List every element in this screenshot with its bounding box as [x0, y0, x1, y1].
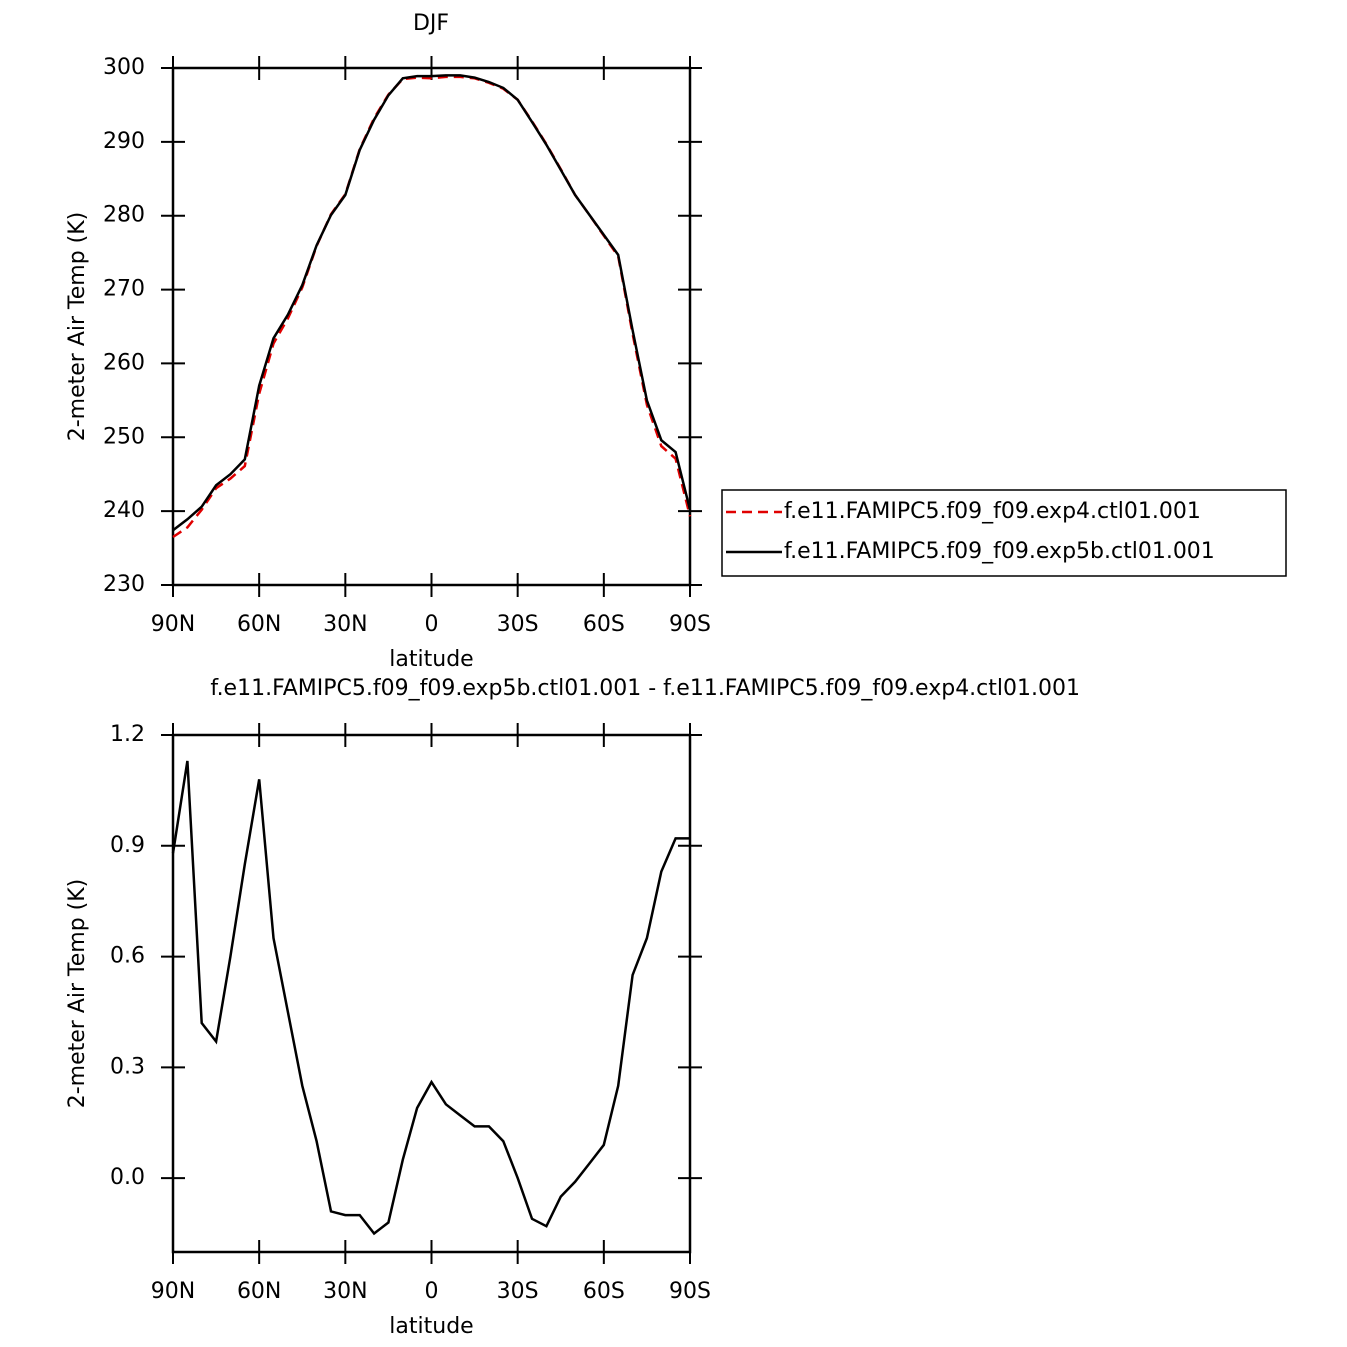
y-tick-label: 0.9: [110, 833, 145, 858]
x-axis-label: latitude: [389, 1314, 473, 1339]
y-axis-label: 2-meter Air Temp (K): [65, 212, 90, 442]
x-tick-label: 90S: [669, 612, 711, 637]
y-tick-label: 1.2: [110, 722, 145, 747]
data-line: [171, 760, 690, 1236]
data-line: [172, 75, 692, 539]
chart-title: DJF: [413, 11, 449, 36]
x-tick-label: 90N: [151, 612, 195, 637]
y-tick-label: 250: [103, 424, 145, 449]
y-tick-label: 0.0: [110, 1165, 145, 1190]
plot-frame: [171, 733, 692, 1254]
data-line: [172, 74, 692, 532]
x-tick-label: 60N: [237, 612, 281, 637]
y-tick-label: 0.6: [110, 944, 145, 969]
legend-label: f.e11.FAMIPC5.f09_f09.exp5b.ctl01.001: [784, 539, 1215, 564]
plot-frame: [171, 66, 692, 587]
y-tick-label: 240: [103, 498, 145, 523]
y-tick-label: 270: [103, 277, 145, 302]
y-tick-label: 0.3: [110, 1054, 145, 1079]
x-tick-label: 30N: [323, 612, 367, 637]
x-tick-label: 0: [425, 612, 439, 637]
y-tick-label: 300: [103, 55, 145, 80]
y-tick-label: 230: [103, 572, 145, 597]
y-tick-label: 280: [103, 203, 145, 228]
x-tick-label: 30N: [323, 1279, 367, 1304]
legend-box: [721, 489, 1287, 577]
y-tick-label: 260: [103, 350, 145, 375]
chart-title: f.e11.FAMIPC5.f09_f09.exp5b.ctl01.001 - …: [210, 676, 1080, 701]
y-tick-label: 290: [103, 129, 145, 154]
x-axis-label: latitude: [389, 647, 473, 672]
x-tick-label: 0: [425, 1279, 439, 1304]
y-axis-label: 2-meter Air Temp (K): [65, 879, 90, 1109]
x-tick-label: 90S: [669, 1279, 711, 1304]
x-tick-label: 90N: [151, 1279, 195, 1304]
x-tick-label: 30S: [497, 1279, 539, 1304]
x-tick-label: 60N: [237, 1279, 281, 1304]
legend-label: f.e11.FAMIPC5.f09_f09.exp4.ctl01.001: [784, 499, 1201, 524]
x-tick-label: 60S: [583, 1279, 625, 1304]
x-tick-label: 30S: [497, 612, 539, 637]
x-tick-label: 60S: [583, 612, 625, 637]
